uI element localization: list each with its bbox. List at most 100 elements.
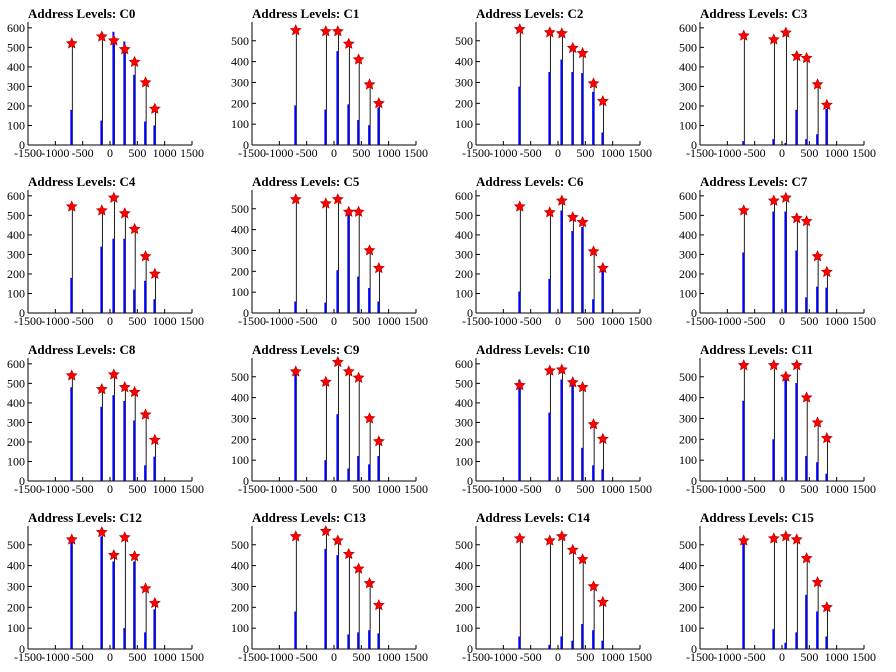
chart-title: Address Levels: C14 (476, 510, 590, 525)
y-tick-label: 400 (455, 55, 473, 69)
peak-marker (543, 206, 556, 218)
x-tick-label: 0 (779, 482, 785, 496)
peak-marker (767, 194, 780, 206)
x-tick-label: 0 (331, 650, 337, 664)
histogram-panel: Address Levels: C3 0 100 200 300 400 500 600 -15… (679, 6, 876, 160)
x-tick-label: 1000 (153, 650, 177, 664)
peak-marker (107, 368, 120, 380)
peak-marker (811, 576, 824, 588)
peak-marker (767, 532, 780, 544)
peak-marker (576, 553, 589, 565)
peak-marker (555, 194, 568, 206)
peak-marker (139, 250, 152, 262)
y-tick-label: 0 (691, 474, 697, 488)
peak-marker (790, 533, 803, 545)
x-tick-label: -1000 (489, 146, 517, 160)
chart-title: Address Levels: C15 (700, 510, 814, 525)
chart-title: Address Levels: C7 (700, 174, 808, 189)
peak-marker (737, 29, 750, 41)
chart-title: Address Levels: C10 (476, 342, 590, 357)
y-tick-label: 200 (455, 600, 473, 614)
x-tick-label: 1500 (180, 314, 204, 328)
peak-marker (342, 37, 355, 49)
chart-title: Address Levels: C3 (700, 6, 808, 21)
x-tick-label: -1000 (489, 314, 517, 328)
x-tick-label: -500 (72, 650, 94, 664)
y-tick-label: 500 (455, 376, 473, 390)
y-tick-label: 200 (231, 432, 249, 446)
peak-marker (319, 524, 332, 537)
y-tick-label: 200 (455, 435, 473, 449)
x-tick-label: 0 (779, 650, 785, 664)
peak-marker (139, 582, 152, 594)
x-tick-label: -1000 (41, 650, 69, 664)
y-tick-label: 0 (243, 138, 249, 152)
y-tick-label: 100 (679, 621, 697, 635)
x-tick-label: 1000 (377, 482, 401, 496)
histogram-panel: Address Levels: C20100200300400500-1500-… (455, 6, 652, 160)
chart-title: Address Levels: C9 (252, 342, 360, 357)
y-tick-label: 300 (679, 579, 697, 593)
x-tick-label: -500 (744, 314, 766, 328)
histogram-panel: Address Levels: C11 0 100 200 300 400 500 -1500… (679, 342, 876, 496)
y-tick-label: 400 (455, 396, 473, 410)
x-tick-label: 500 (352, 314, 370, 328)
histogram-panel: Address Levels: C12 0 100 200 300 400 500 -1500… (7, 510, 204, 664)
peak-marker (800, 391, 813, 403)
y-tick-label: 200 (7, 267, 25, 281)
y-tick-label: 600 (679, 189, 697, 203)
y-tick-label: 500 (455, 34, 473, 48)
peak-marker (331, 193, 344, 205)
x-tick-label: -1500 (686, 314, 714, 328)
y-tick-label: 0 (467, 306, 473, 320)
y-tick-label: 400 (679, 559, 697, 573)
x-tick-label: 500 (800, 650, 818, 664)
y-tick-label: 400 (231, 55, 249, 69)
peak-marker (596, 261, 609, 274)
peak-marker (513, 200, 526, 212)
peak-marker (95, 526, 108, 538)
x-tick-label: 500 (352, 482, 370, 496)
y-tick-label: 200 (231, 96, 249, 110)
peak-marker (811, 416, 824, 428)
x-tick-label: 1500 (404, 314, 428, 328)
x-tick-label: 1000 (601, 146, 625, 160)
peak-marker (128, 549, 141, 562)
peak-marker (543, 534, 556, 546)
x-tick-label: -1000 (713, 314, 741, 328)
y-tick-label: 400 (231, 559, 249, 573)
peak-marker (95, 204, 108, 216)
y-tick-label: 400 (7, 559, 25, 573)
y-tick-label: 200 (455, 96, 473, 110)
y-tick-label: 500 (7, 538, 25, 552)
x-tick-label: -1000 (265, 650, 293, 664)
y-tick-label: 200 (679, 99, 697, 113)
peak-marker (65, 533, 78, 545)
x-tick-label: 0 (331, 146, 337, 160)
x-tick-label: 0 (331, 482, 337, 496)
y-tick-label: 500 (7, 208, 25, 222)
x-tick-label: 1000 (601, 314, 625, 328)
histogram-panel: Address Levels: C10100200300400500-1500-… (231, 6, 428, 160)
histogram-panel: Address Levels: C10 0 100 200 300 400 500 600 -1… (455, 342, 652, 496)
y-tick-label: 0 (467, 138, 473, 152)
y-tick-label: 100 (7, 454, 25, 468)
peak-marker (566, 211, 579, 223)
y-tick-label: 0 (691, 306, 697, 320)
histogram-panel: Address Levels: C4 0 100 200 300 400 500 600 -15… (7, 174, 204, 328)
x-tick-label: -500 (520, 650, 542, 664)
x-tick-label: 1500 (180, 650, 204, 664)
y-tick-label: 0 (19, 138, 25, 152)
peak-marker (555, 27, 568, 39)
y-tick-label: 200 (455, 267, 473, 281)
x-tick-label: 0 (107, 650, 113, 664)
peak-marker (107, 191, 120, 203)
peak-marker (342, 365, 355, 377)
x-tick-label: -1500 (14, 482, 42, 496)
y-tick-label: 600 (7, 21, 25, 35)
peak-marker (566, 41, 579, 54)
y-tick-label: 300 (7, 79, 25, 93)
y-tick-label: 400 (679, 391, 697, 405)
y-tick-label: 0 (467, 474, 473, 488)
